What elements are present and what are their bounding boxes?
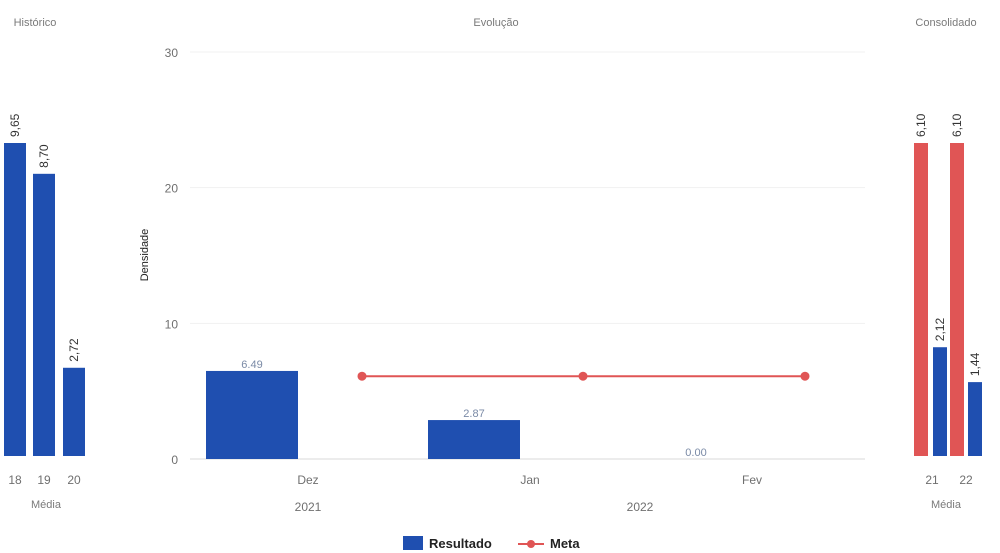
- evolucao-meta-point: [800, 371, 810, 381]
- consolidado-xlabel: Média: [931, 499, 962, 511]
- evolucao-title: Evolução: [473, 17, 518, 29]
- historico-x-tick: 20: [67, 473, 81, 487]
- evolucao-ylabel: Densidade: [139, 229, 151, 282]
- legend-label-meta: Meta: [550, 536, 580, 551]
- legend-swatch-resultado: [403, 536, 423, 550]
- consolidado-value-label: 6,10: [950, 113, 964, 137]
- evolucao-year-label: 2022: [627, 500, 654, 514]
- historico-panel: Histórico 9,65 18 8,70 19 2,72 20 Média: [4, 17, 85, 511]
- evolucao-year-label: 2021: [295, 500, 322, 514]
- consolidado-bar-resultado-21: [933, 347, 947, 456]
- legend-swatch-meta-marker: [527, 540, 535, 548]
- consolidado-bars: 6,10 2,12 21 6,10 1,44 22: [914, 113, 982, 487]
- consolidado-x-tick: 22: [959, 473, 973, 487]
- consolidado-bar-meta-22: [950, 143, 964, 456]
- evolucao-x-tick: Jan: [520, 473, 539, 487]
- legend-label-resultado: Resultado: [429, 536, 492, 551]
- evolucao-result-bars: 6.49 2.87 0.00: [206, 359, 707, 459]
- evolucao-gridlines: [190, 51, 865, 460]
- evolucao-x-ticks: Dez Jan Fev 2021 2022: [295, 473, 762, 514]
- consolidado-value-label: 6,10: [914, 113, 928, 137]
- evolucao-meta-point: [578, 371, 588, 381]
- consolidado-x-tick: 21: [925, 473, 939, 487]
- consolidado-value-label: 2,12: [933, 318, 947, 342]
- evolucao-y-tick: 20: [165, 182, 179, 196]
- consolidado-value-label: 1,44: [968, 352, 982, 376]
- historico-bar-19: [33, 173, 55, 456]
- historico-value-label: 2,72: [67, 338, 81, 362]
- evolucao-meta-line: [357, 371, 810, 381]
- evolucao-x-tick: Dez: [297, 473, 318, 487]
- evolucao-y-tick: 10: [165, 317, 179, 331]
- evolucao-value-label: 0.00: [685, 447, 706, 459]
- historico-value-label: 9,65: [8, 113, 22, 137]
- consolidado-panel: Consolidado 6,10 2,12 21 6,10 1,44 22 Média: [914, 17, 982, 511]
- evolucao-value-label: 2.87: [463, 408, 484, 420]
- historico-bar-18: [4, 143, 26, 456]
- historico-x-tick: 19: [37, 473, 51, 487]
- evolucao-x-tick: Fev: [742, 473, 762, 487]
- historico-xlabel: Média: [31, 499, 62, 511]
- evolucao-bar-Dez: [206, 370, 298, 459]
- historico-x-tick: 18: [8, 473, 22, 487]
- evolucao-meta-point: [357, 371, 367, 381]
- historico-bars: 9,65 18 8,70 19 2,72 20: [4, 113, 85, 487]
- historico-bar-20: [63, 367, 85, 456]
- historico-title: Histórico: [14, 17, 57, 29]
- consolidado-bar-resultado-22: [968, 382, 982, 456]
- consolidado-title: Consolidado: [915, 17, 976, 29]
- legend: Resultado Meta: [403, 536, 580, 551]
- consolidado-bar-meta-21: [914, 143, 928, 456]
- evolucao-y-ticks: 0 10 20 30: [165, 46, 179, 467]
- evolucao-value-label: 6.49: [241, 359, 262, 371]
- evolucao-bar-Jan: [428, 420, 520, 459]
- evolucao-y-tick: 0: [171, 453, 178, 467]
- historico-value-label: 8,70: [37, 144, 51, 168]
- evolucao-y-tick: 30: [165, 46, 179, 60]
